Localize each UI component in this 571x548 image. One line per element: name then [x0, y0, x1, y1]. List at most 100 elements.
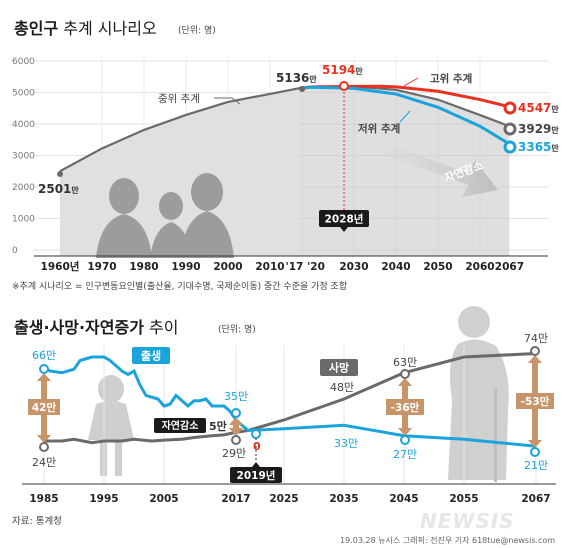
- marker-mid-end: [503, 122, 517, 136]
- svg-text:42만: 42만: [32, 401, 57, 414]
- chart1-x-label: 2000: [213, 261, 242, 273]
- chart1-x-label: 2050: [423, 261, 452, 273]
- series-low: [299, 85, 511, 146]
- chart1-y-tick: 0: [12, 246, 18, 256]
- label-low: 저위 추계: [358, 110, 411, 135]
- marker-death-2045: [400, 369, 410, 379]
- child-silhouette-icon: [88, 375, 134, 476]
- chart1-x-label: 1980: [129, 261, 158, 273]
- chart1-y-tick: 5000: [12, 89, 35, 99]
- gap-arrow-2017: [229, 417, 243, 436]
- svg-text:2019년: 2019년: [237, 469, 276, 482]
- value-peak-mid: 5136만: [276, 71, 317, 85]
- chart1-y-ticks: 6000 5000 4000 3000 2000 1000 0: [12, 57, 35, 256]
- chart2-x-label: 2017: [221, 493, 250, 505]
- chart1-y-tick: 1000: [12, 215, 35, 225]
- chart2-x-label: 2055: [449, 493, 478, 505]
- marker-birth-2045: [400, 435, 410, 445]
- chart1-title: 총인구 추계 시나리오: [14, 19, 157, 38]
- marker-birth-2017: [231, 408, 241, 418]
- label-mid: 중위 추계: [158, 92, 241, 105]
- chart2-unit: (단위: 명): [218, 324, 256, 335]
- value-death-2017: 29만: [222, 447, 246, 460]
- year-2028-badge: 2028년: [319, 210, 369, 232]
- death-badge: 사망: [320, 359, 358, 376]
- chart1-note: ※추계 시나리오 = 인구변동요인별(출산율, 기대수명, 국제순이동) 중간 …: [12, 280, 347, 292]
- chart2-x-label: 2045: [389, 493, 418, 505]
- marker-death-1985: [39, 442, 49, 452]
- chart1-x-label: 2030: [339, 261, 368, 273]
- marker-1960: [57, 171, 63, 177]
- marker-zero-2019: [251, 429, 261, 439]
- chart2-title: 출생·사망·자연증가 추이: [14, 318, 178, 337]
- chart1-x-label: 2040: [381, 261, 410, 273]
- label-high: 고위 추계: [403, 72, 472, 87]
- marker-birth-1985: [39, 364, 49, 374]
- chart1-x-label: 1970: [87, 261, 116, 273]
- chart1-x-label: 2060: [465, 261, 494, 273]
- chart2-x-labels: 1985 1995 2005 2017 2025 2035 2045 2055 2067: [29, 493, 550, 505]
- marker-high-end: [503, 101, 517, 115]
- chart2-x-label: 1995: [89, 493, 118, 505]
- value-low-end: 3365만: [518, 140, 559, 154]
- chart1-x-labels: 1960년 1970 1980 1990 2000 2010'17 '20 2030 2040 2…: [41, 260, 524, 273]
- chart2-x-label: 2025: [269, 493, 298, 505]
- series-death: [44, 352, 537, 445]
- svg-text:저위 추계: 저위 추계: [358, 122, 400, 135]
- chart1-y-tick: 3000: [12, 152, 35, 162]
- value-mid-end: 3929만: [518, 122, 559, 136]
- svg-text:출생: 출생: [141, 349, 161, 363]
- value-birth-2035: 33만: [334, 437, 358, 450]
- marker-peak-high: [339, 81, 349, 91]
- newsis-logo: NEWSIS: [420, 509, 515, 533]
- value-birth-1985: 66만: [32, 349, 56, 362]
- marker-birth-2067: [530, 447, 540, 457]
- chart1-x-label: '20: [307, 261, 325, 273]
- gap-label-2045: -36만: [386, 399, 424, 415]
- svg-text:-36만: -36만: [391, 401, 420, 414]
- chart1-unit: (단위: 명): [178, 25, 216, 36]
- chart2-x-label: 1985: [29, 493, 58, 505]
- chart1-x-label: 2010: [255, 261, 284, 273]
- year-2019-badge: 2019년: [230, 462, 282, 483]
- chart2-x-label: 2067: [521, 493, 550, 505]
- value-zero-2019: 0: [253, 440, 261, 453]
- value-gap-2017: 5만: [209, 419, 227, 433]
- chart1-history-area: [60, 88, 300, 256]
- value-1960: 2501만: [38, 182, 79, 196]
- marker-death-2067: [530, 346, 540, 356]
- chart1-x-label: '17: [285, 261, 303, 273]
- chart1-y-tick: 4000: [12, 120, 35, 130]
- elderly-silhouette-icon: [448, 306, 509, 482]
- gap-label-2067: -53만: [516, 393, 554, 409]
- credit: 19.03.28 뉴시스 그래픽: 전진우 기자 618tue@newsis.c…: [340, 535, 555, 545]
- marker-low-end: [503, 140, 517, 154]
- chart2-x-label: 2035: [329, 493, 358, 505]
- natural-decline-badge: 자연감소: [154, 418, 206, 433]
- svg-text:2028년: 2028년: [325, 213, 364, 226]
- birth-badge: 출생: [132, 347, 170, 364]
- svg-text:자연감소: 자연감소: [162, 419, 199, 432]
- value-high-end: 4547만: [518, 101, 559, 115]
- value-birth-2067: 21만: [524, 459, 548, 472]
- value-death-2035: 48만: [330, 381, 354, 394]
- svg-text:NEWSIS: NEWSIS: [420, 509, 515, 533]
- value-birth-2045: 27만: [393, 448, 417, 461]
- value-birth-2017: 35만: [224, 390, 248, 403]
- value-peak-high: 5194만: [322, 63, 363, 77]
- svg-text:-53만: -53만: [521, 395, 550, 408]
- svg-text:고위 추계: 고위 추계: [430, 72, 472, 85]
- family-silhouette-icon: [96, 173, 234, 258]
- svg-text:사망: 사망: [329, 361, 349, 375]
- source: 자료: 통계청: [12, 515, 62, 527]
- chart1-y-tick: 6000: [12, 57, 35, 67]
- value-death-1985: 24만: [32, 456, 56, 469]
- chart1-x-label: 2067: [495, 261, 524, 273]
- chart2-x-label: 2005: [149, 493, 178, 505]
- value-death-2045: 63만: [393, 356, 417, 369]
- marker-death-2017: [231, 435, 241, 445]
- chart1-x-label: 1990: [171, 261, 200, 273]
- value-death-2067: 74만: [524, 332, 548, 345]
